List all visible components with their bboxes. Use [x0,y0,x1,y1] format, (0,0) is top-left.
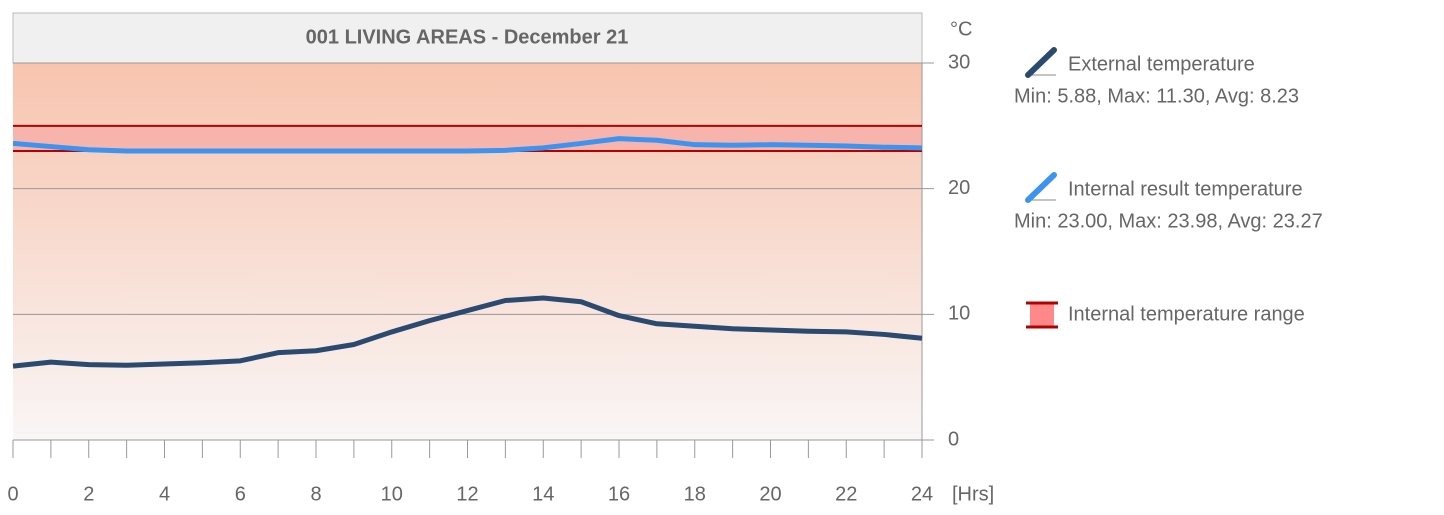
x-tick-label: 16 [608,483,630,505]
x-tick-label: 12 [456,483,478,505]
y-tick-label: 0 [948,428,959,450]
plot-background [13,63,922,440]
x-tick-label: 0 [7,483,18,505]
y-tick-label: 20 [948,177,970,199]
x-tick-label: 8 [310,483,321,505]
x-tick-label: 6 [235,483,246,505]
legend-icon [1030,303,1054,327]
y-tick-label: 30 [948,51,970,73]
y-tick-label: 10 [948,303,970,325]
x-tick-label: 4 [159,483,170,505]
x-tick-label: 24 [911,483,933,505]
legend-icon [1025,47,1057,78]
legend-icon [1025,172,1057,203]
x-tick-label: 20 [759,483,781,505]
legend-label: Internal result temperature [1068,178,1303,200]
x-tick-label: 14 [532,483,554,505]
x-tick-label: 18 [684,483,706,505]
x-tick-label: 10 [381,483,403,505]
legend-stats: Min: 23.00, Max: 23.98, Avg: 23.27 [1014,210,1323,232]
legend-label: External temperature [1068,53,1255,75]
chart-title: 001 LIVING AREAS - December 21 [306,26,629,48]
y-axis-label: °C [950,18,972,40]
x-tick-label: 22 [835,483,857,505]
x-tick-label: 2 [83,483,94,505]
title-band [12,12,923,64]
legend-stats: Min: 5.88, Max: 11.30, Avg: 8.23 [1014,85,1299,107]
legend-label: Internal temperature range [1068,303,1305,325]
x-axis-label: [Hrs] [952,483,994,505]
series-line [12,136,923,154]
series-line [12,295,923,369]
